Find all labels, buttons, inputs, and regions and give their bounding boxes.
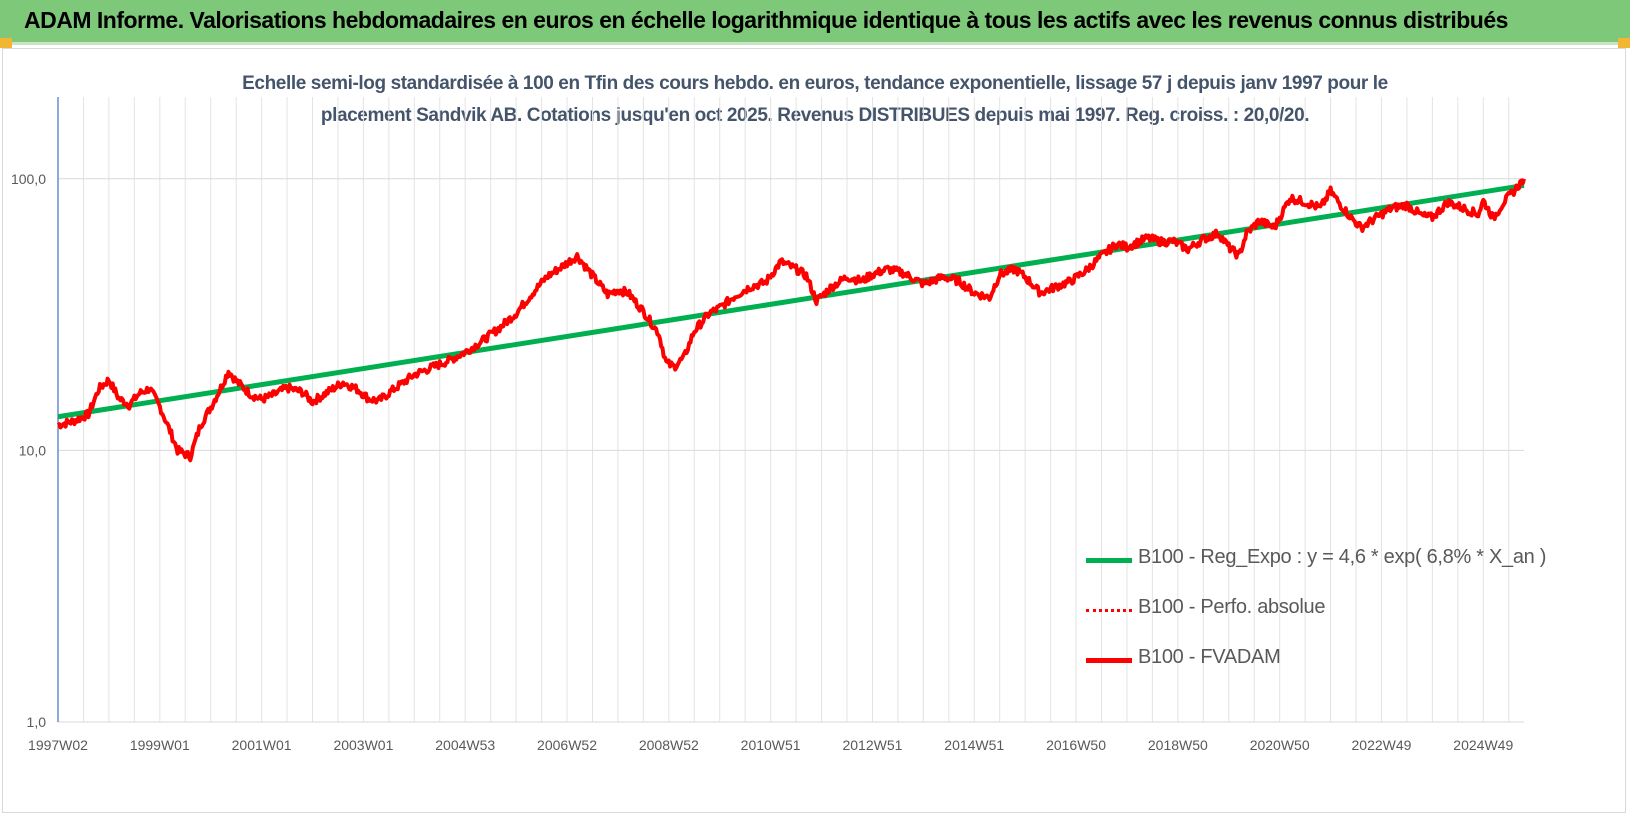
chart-title-line-2: placement Sandvik AB. Cotations jusqu'en… — [320, 105, 1310, 126]
x-tick-label: 2016W50 — [1046, 737, 1106, 753]
report-title: ADAM Informe. Valorisations hebdomadaire… — [24, 7, 1508, 33]
x-tick-label: 2024W49 — [1453, 737, 1513, 753]
x-tick-label: 2006W52 — [537, 737, 597, 753]
chart-title-line-1: Echelle semi-log standardisée à 100 en T… — [242, 73, 1388, 94]
corner-marker-right — [1618, 38, 1630, 48]
x-tick-label: 2014W51 — [944, 737, 1004, 753]
chart-title: Echelle semi-log standardisée à 100 en T… — [130, 68, 1500, 132]
x-tick-label: 2003W01 — [333, 737, 393, 753]
y-tick-label: 1,0 — [27, 714, 47, 730]
legend-label-fvadam: B100 - FVADAM — [1138, 646, 1281, 668]
x-tick-label: 2001W01 — [232, 737, 292, 753]
legend-swatch-green-line — [1086, 558, 1132, 563]
legend-swatch-red-dotted — [1086, 609, 1132, 612]
x-tick-label: 2022W49 — [1352, 737, 1412, 753]
tick-label-layer: 1,0 10,0 100,0 1997W02 1999W01 2001W01 2003W01… — [11, 171, 1514, 753]
grid-layer — [57, 97, 1524, 723]
y-tick-label: 10,0 — [19, 442, 46, 458]
x-tick-label: 1999W01 — [130, 737, 190, 753]
legend-label-trend: B100 - Reg_Expo : y = 4,6 * exp( 6,8% * … — [1138, 546, 1547, 568]
series-layer — [56, 178, 1526, 463]
x-tick-label: 2008W52 — [639, 737, 699, 753]
legend-label-perfo: B100 - Perfo. absolue — [1138, 596, 1326, 618]
x-tick-label: 2010W51 — [741, 737, 801, 753]
x-tick-label: 1997W02 — [28, 737, 88, 753]
x-tick-label: 2020W50 — [1250, 737, 1310, 753]
report-banner: ADAM Informe. Valorisations hebdomadaire… — [0, 0, 1630, 45]
x-tick-label: 2004W53 — [435, 737, 495, 753]
corner-marker-left — [0, 38, 12, 48]
legend-swatch-red-solid — [1086, 658, 1132, 663]
x-tick-label: 2018W50 — [1148, 737, 1208, 753]
y-tick-label: 100,0 — [11, 171, 46, 187]
trend-line-green — [57, 182, 1525, 420]
chart-frame — [2, 48, 1626, 813]
x-tick-label: 2012W51 — [842, 737, 902, 753]
fvadam-line-red — [56, 178, 1526, 463]
